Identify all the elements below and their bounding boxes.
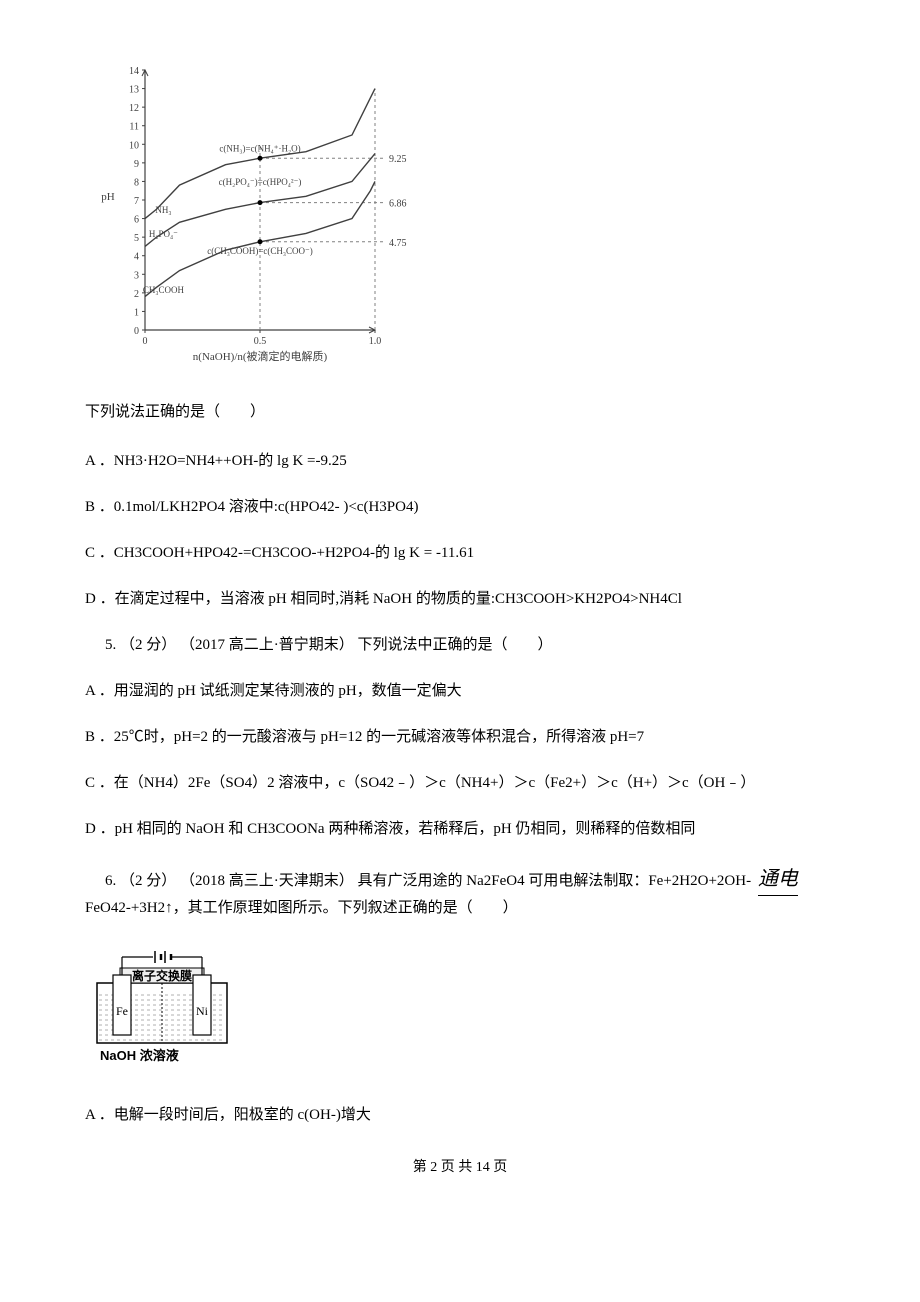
svg-text:3: 3 <box>134 270 139 281</box>
svg-text:Ni: Ni <box>196 1004 209 1018</box>
svg-text:pH: pH <box>101 191 115 203</box>
svg-text:c(NH₃)=c(NH₄⁺·H₂O): c(NH₃)=c(NH₄⁺·H₂O) <box>219 144 300 154</box>
svg-text:c(CH₃COOH)=c(CH₃COO⁻): c(CH₃COOH)=c(CH₃COO⁻) <box>207 246 313 256</box>
diagram-svg: 离子交换膜 Fe Ni NaOH 浓溶液 <box>85 945 255 1070</box>
svg-text:10: 10 <box>129 140 139 151</box>
svg-text:NaOH 浓溶液: NaOH 浓溶液 <box>100 1048 179 1063</box>
svg-text:H₂PO₄⁻: H₂PO₄⁻ <box>149 229 178 239</box>
svg-text:11: 11 <box>129 122 139 133</box>
q4-option-a: A ．NH3·H2O=NH4++OH-的 lg K =-9.25 <box>85 449 835 473</box>
svg-text:NH₃: NH₃ <box>155 205 171 215</box>
svg-text:13: 13 <box>129 85 139 96</box>
q4-option-d: D ．在滴定过程中，当溶液 pH 相同时,消耗 NaOH 的物质的量:CH3CO… <box>85 587 835 611</box>
q6-text-part1: 6. （2 分） （2018 高三上·天津期末） 具有广泛用途的 Na2FeO4… <box>105 873 751 889</box>
q5-option-c: C ．在（NH4）2Fe（SO4）2 溶液中，c（SO42﹣）＞c（NH4+）＞… <box>85 771 835 795</box>
svg-text:5: 5 <box>134 233 139 244</box>
q6-text-part2: FeO42-+3H2↑，其工作原理如图所示。下列叙述正确的是（ ） <box>85 900 518 916</box>
q5-option-d: D ．pH 相同的 NaOH 和 CH3COONa 两种稀溶液，若稀释后，pH … <box>85 817 835 841</box>
question-prompt: 下列说法正确的是（ ） <box>85 400 835 424</box>
svg-text:0: 0 <box>143 336 148 347</box>
svg-text:9: 9 <box>134 159 139 170</box>
svg-text:4: 4 <box>134 252 139 263</box>
svg-text:9.25: 9.25 <box>389 154 407 165</box>
svg-text:c(H₂PO₄⁻)=c(HPO₄²⁻): c(H₂PO₄⁻)=c(HPO₄²⁻) <box>219 177 302 187</box>
svg-text:6.86: 6.86 <box>389 199 407 210</box>
q6-header: 6. （2 分） （2018 高三上·天津期末） 具有广泛用途的 Na2FeO4… <box>85 863 835 920</box>
svg-text:1.0: 1.0 <box>369 336 382 347</box>
svg-text:8: 8 <box>134 177 139 188</box>
q5-option-b: B ．25℃时，pH=2 的一元酸溶液与 pH=12 的一元碱溶液等体积混合，所… <box>85 725 835 749</box>
svg-text:0.5: 0.5 <box>254 336 267 347</box>
svg-text:2: 2 <box>134 289 139 300</box>
q5-header: 5. （2 分） （2017 高二上·普宁期末） 下列说法中正确的是（ ） <box>105 633 835 657</box>
svg-text:CH₃COOH: CH₃COOH <box>143 285 185 295</box>
svg-text:n(NaOH)/n(被滴定的电解质): n(NaOH)/n(被滴定的电解质) <box>193 349 328 363</box>
svg-text:0: 0 <box>134 326 139 337</box>
svg-text:4.75: 4.75 <box>389 238 407 249</box>
svg-text:1: 1 <box>134 307 139 318</box>
svg-text:7: 7 <box>134 196 139 207</box>
page-footer: 第 2 页 共 14 页 <box>85 1157 835 1179</box>
q4-option-b: B ．0.1mol/LKH2PO4 溶液中:c(HPO42- )<c(H3PO4… <box>85 495 835 519</box>
q6-option-a: A ．电解一段时间后，阳极室的 c(OH-)增大 <box>85 1103 835 1127</box>
q4-option-c: C ．CH3COOH+HPO42-=CH3COO-+H2PO4-的 lg K =… <box>85 541 835 565</box>
svg-text:6: 6 <box>134 215 139 226</box>
svg-text:Fe: Fe <box>116 1004 128 1018</box>
q5-option-a: A ．用湿润的 pH 试纸测定某待测液的 pH，数值一定偏大 <box>85 679 835 703</box>
titration-chart: 0123456789101112131400.51.09.256.864.75c… <box>90 60 835 370</box>
electrolysis-label: 通电 <box>758 863 798 896</box>
electrolysis-diagram: 离子交换膜 Fe Ni NaOH 浓溶液 <box>85 945 835 1078</box>
chart-svg: 0123456789101112131400.51.09.256.864.75c… <box>90 60 430 370</box>
svg-text:12: 12 <box>129 103 139 114</box>
svg-text:14: 14 <box>129 66 139 77</box>
svg-text:离子交换膜: 离子交换膜 <box>132 968 192 983</box>
